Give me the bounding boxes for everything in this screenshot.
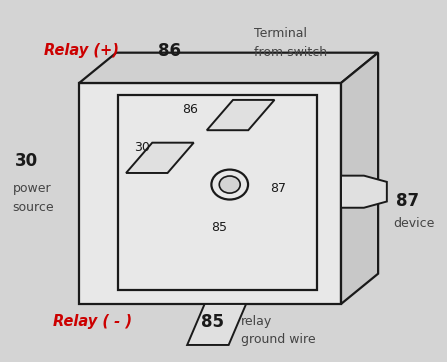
Polygon shape (126, 143, 194, 173)
Bar (118, 96, 317, 290)
Text: 30: 30 (15, 152, 38, 171)
Text: 85: 85 (201, 313, 224, 331)
Bar (79, 83, 341, 304)
Text: 86: 86 (182, 103, 198, 116)
Polygon shape (341, 53, 378, 304)
Text: device: device (393, 217, 435, 230)
Text: 87: 87 (396, 191, 419, 210)
Text: 87: 87 (270, 182, 286, 195)
Polygon shape (207, 100, 274, 130)
Text: Relay ( - ): Relay ( - ) (53, 314, 132, 329)
Text: 30: 30 (135, 141, 150, 153)
Circle shape (219, 176, 240, 193)
Text: Relay (+): Relay (+) (44, 43, 119, 58)
Text: 86: 86 (158, 42, 181, 60)
Text: source: source (13, 201, 54, 214)
Polygon shape (187, 304, 246, 345)
Text: relay: relay (240, 315, 272, 328)
Text: ground wire: ground wire (240, 333, 315, 346)
Circle shape (211, 169, 248, 199)
Text: 85: 85 (211, 221, 227, 234)
Text: from switch: from switch (254, 46, 327, 59)
Polygon shape (79, 53, 378, 83)
Polygon shape (341, 176, 387, 208)
Text: power: power (13, 182, 51, 195)
Text: Terminal: Terminal (254, 26, 307, 39)
